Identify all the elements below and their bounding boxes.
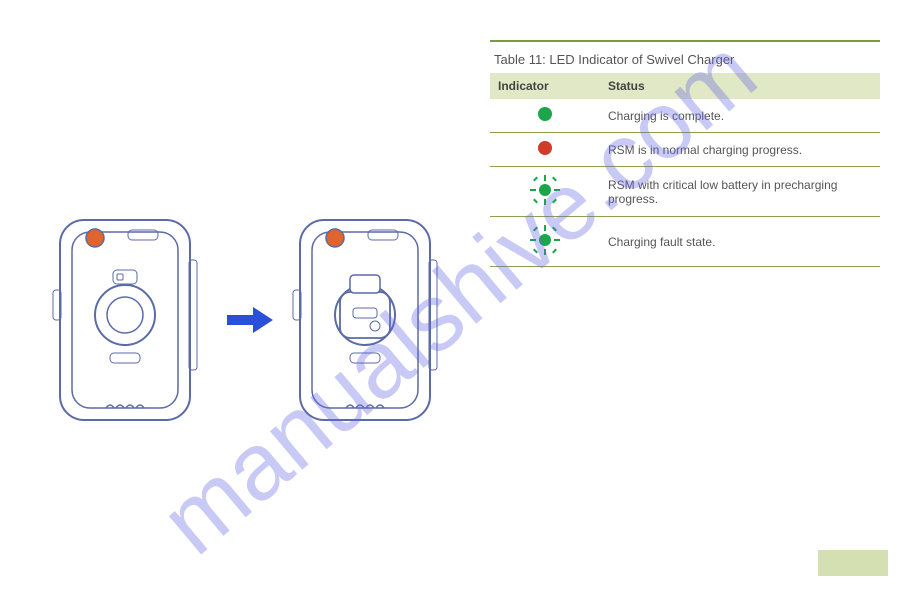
table-caption: Table 11: LED Indicator of Swivel Charge… <box>490 42 880 73</box>
table-cell-status: Charging fault state. <box>600 217 880 267</box>
device-illustration-left <box>50 210 200 430</box>
device-illustration-right <box>290 210 440 430</box>
led-solid-red-icon <box>538 141 552 155</box>
swivel-charger-diagram <box>40 210 460 450</box>
table-row: RSM is in normal charging progress. <box>490 133 880 167</box>
table-row: Charging is complete. <box>490 99 880 133</box>
led-blink-green-icon <box>530 225 560 255</box>
led-blink-green-icon <box>530 175 560 205</box>
table-header-status: Status <box>600 73 880 99</box>
arrow-icon <box>225 305 275 335</box>
table-cell-status: RSM is in normal charging progress. <box>600 133 880 167</box>
table-cell-status: Charging is complete. <box>600 99 880 133</box>
table-header-indicator: Indicator <box>490 73 600 99</box>
table-row: Charging fault state. <box>490 217 880 267</box>
right-column: Table 11: LED Indicator of Swivel Charge… <box>490 40 880 267</box>
led-indicator-table: Table 11: LED Indicator of Swivel Charge… <box>490 40 880 267</box>
table-row: RSM with critical low battery in prechar… <box>490 167 880 217</box>
page-number-badge <box>818 550 888 576</box>
table-cell-status: RSM with critical low battery in prechar… <box>600 167 880 217</box>
left-column <box>40 40 460 450</box>
led-solid-green-icon <box>538 107 552 121</box>
